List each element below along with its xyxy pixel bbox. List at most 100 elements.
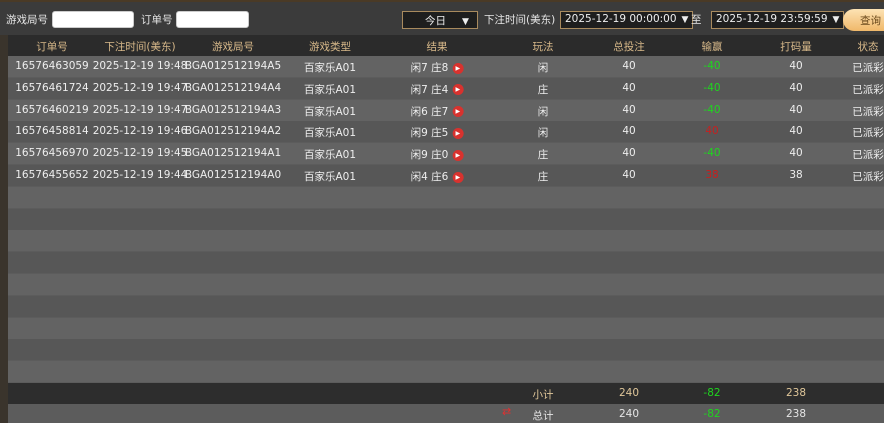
total-label: 总计 <box>532 410 554 422</box>
cell-result: 闲6 庄7 ▶ <box>411 104 464 119</box>
cell-order-no: 16576458814 <box>15 125 89 137</box>
cell-text: 已派彩 <box>852 171 884 183</box>
end-time-select[interactable]: 2025-12-19 23:59:59 ▼ <box>711 11 845 29</box>
empty-row <box>8 339 884 361</box>
total-bet: 240 <box>618 408 640 420</box>
play-replay-icon[interactable]: ▶ <box>452 106 464 118</box>
cell-status: 已派彩 <box>852 104 884 119</box>
cell-game-round: BGA012512194A5 <box>185 60 281 72</box>
period-select[interactable]: 今日 ▼ <box>402 11 478 29</box>
cell-valid-bet: 40 <box>789 60 802 72</box>
order-input[interactable] <box>176 11 249 28</box>
cell-text: 百家乐A01 <box>303 171 357 183</box>
cell-win-loss: -40 <box>703 82 720 94</box>
cell-order-no: 16576455652 <box>15 169 89 181</box>
cell-bet-type: 闲 <box>538 60 549 75</box>
cell-bet-time: 2025-12-19 19:47 <box>93 82 188 94</box>
query-button[interactable]: 查询 <box>843 9 884 31</box>
end-time-value: 2025-12-19 23:59:59 <box>716 13 828 25</box>
subtotal-win: -82 <box>703 387 721 399</box>
cell-game-type: 百家乐A01 <box>304 82 356 97</box>
play-replay-icon[interactable]: ▶ <box>452 127 464 139</box>
chevron-down-icon: ▼ <box>681 15 689 25</box>
table-row[interactable]: 16576461724 2025-12-19 19:47 BGA012512194A… <box>8 77 884 99</box>
cell-game-round: BGA012512194A4 <box>185 82 281 94</box>
cell-status: 已派彩 <box>852 60 884 75</box>
table-row[interactable]: 16576458814 2025-12-19 19:46 BGA012512194A… <box>8 121 884 143</box>
game-round-input[interactable] <box>52 11 134 28</box>
cell-game-round: BGA012512194A0 <box>185 169 281 181</box>
cell-result: 闲7 庄8 ▶ <box>411 60 464 75</box>
cell-win-loss: 40 <box>705 125 718 137</box>
column-header-valid-bet: 打码量 <box>780 41 812 53</box>
cell-text: BGA012512194A2 <box>184 125 282 138</box>
cell-bet-type: 庄 <box>538 82 549 97</box>
cell-text: 百家乐A01 <box>303 127 357 140</box>
cell-game-type: 百家乐A01 <box>304 147 356 162</box>
cell-total-bet: 40 <box>622 169 635 181</box>
cell-text: 16576463059 <box>15 60 89 72</box>
cell-total-bet: 40 <box>622 147 635 159</box>
cell-text: 闲9 庄5 <box>410 127 449 140</box>
chevron-down-icon: ▼ <box>832 15 840 25</box>
cell-total-bet: 40 <box>622 104 635 116</box>
cell-game-type: 百家乐A01 <box>304 60 356 75</box>
column-header-game-round: 游戏局号 <box>212 41 254 53</box>
cell-text: 庄 <box>537 171 549 183</box>
cell-text: 38 <box>789 169 803 181</box>
cell-total-bet: 40 <box>622 60 635 72</box>
to-label: 至 <box>691 14 702 26</box>
cell-text: 闲6 庄7 <box>410 105 449 118</box>
cell-text: 百家乐A01 <box>303 83 357 96</box>
swap-icon[interactable]: ⇄ <box>502 405 512 418</box>
cell-text: 闲7 庄4 <box>410 83 449 96</box>
cell-text: 闲7 庄8 <box>410 62 449 74</box>
cell-text: -40 <box>703 81 721 94</box>
table-row[interactable]: 16576463059 2025-12-19 19:48 BGA012512194A… <box>8 56 884 77</box>
total-code: 238 <box>785 408 807 420</box>
cell-win-loss: -40 <box>703 104 720 116</box>
total-row: ⇄ 总计 240 -82 238 <box>8 404 884 423</box>
cell-bet-time: 2025-12-19 19:45 <box>93 147 188 159</box>
table-row[interactable]: 16576456970 2025-12-19 19:45 BGA012512194A… <box>8 143 884 165</box>
game-round-label: 游戏局号 <box>6 14 48 26</box>
cell-bet-time: 2025-12-19 19:47 <box>93 104 188 116</box>
subtotal-row: 小计 240 -82 238 <box>8 383 884 404</box>
cell-text: 2025-12-19 19:45 <box>92 147 188 160</box>
cell-win-loss: 38 <box>705 169 718 181</box>
cell-valid-bet: 40 <box>789 82 802 94</box>
cell-text: 已派彩 <box>852 62 884 74</box>
cell-valid-bet: 38 <box>789 169 802 181</box>
cell-status: 已派彩 <box>852 147 884 162</box>
cell-text: -40 <box>703 147 721 160</box>
cell-text: 40 <box>622 147 636 160</box>
cell-bet-time: 2025-12-19 19:48 <box>93 60 188 72</box>
cell-text: 16576460219 <box>15 103 89 116</box>
start-time-select[interactable]: 2025-12-19 00:00:00 ▼ <box>560 11 694 29</box>
cell-text: 2025-12-19 19:48 <box>92 60 188 72</box>
table-row[interactable]: 16576455652 2025-12-19 19:44 BGA012512194A… <box>8 165 884 186</box>
column-header-status: 状态 <box>857 41 879 53</box>
cell-text: 40 <box>789 81 803 94</box>
play-replay-icon[interactable]: ▶ <box>452 149 464 161</box>
cell-result: 闲4 庄6 ▶ <box>411 169 464 184</box>
cell-text: 40 <box>789 147 803 160</box>
cell-status: 已派彩 <box>852 125 884 140</box>
cell-order-no: 16576463059 <box>15 60 89 72</box>
empty-row <box>8 208 884 230</box>
cell-bet-time: 2025-12-19 19:46 <box>93 125 188 137</box>
column-header-order-no: 订单号 <box>36 41 68 53</box>
table-row[interactable]: 16576460219 2025-12-19 19:47 BGA012512194A… <box>8 99 884 121</box>
play-replay-icon[interactable]: ▶ <box>452 62 464 74</box>
empty-row <box>8 361 884 383</box>
play-replay-icon[interactable]: ▶ <box>452 84 464 96</box>
bet-time-label: 下注时间(美东) <box>484 14 556 26</box>
play-replay-icon[interactable]: ▶ <box>452 171 464 183</box>
subtotal-label: 小计 <box>532 389 554 401</box>
empty-row <box>8 317 884 339</box>
cell-text: 闲9 庄0 <box>410 149 449 162</box>
filter-bar: 游戏局号 订单号 今日 ▼ 下注时间(美东) 2025-12-19 00:00:0… <box>0 0 884 35</box>
cell-text: 闲 <box>537 105 549 118</box>
cell-text: 40 <box>705 125 719 138</box>
cell-total-bet: 40 <box>622 125 635 137</box>
